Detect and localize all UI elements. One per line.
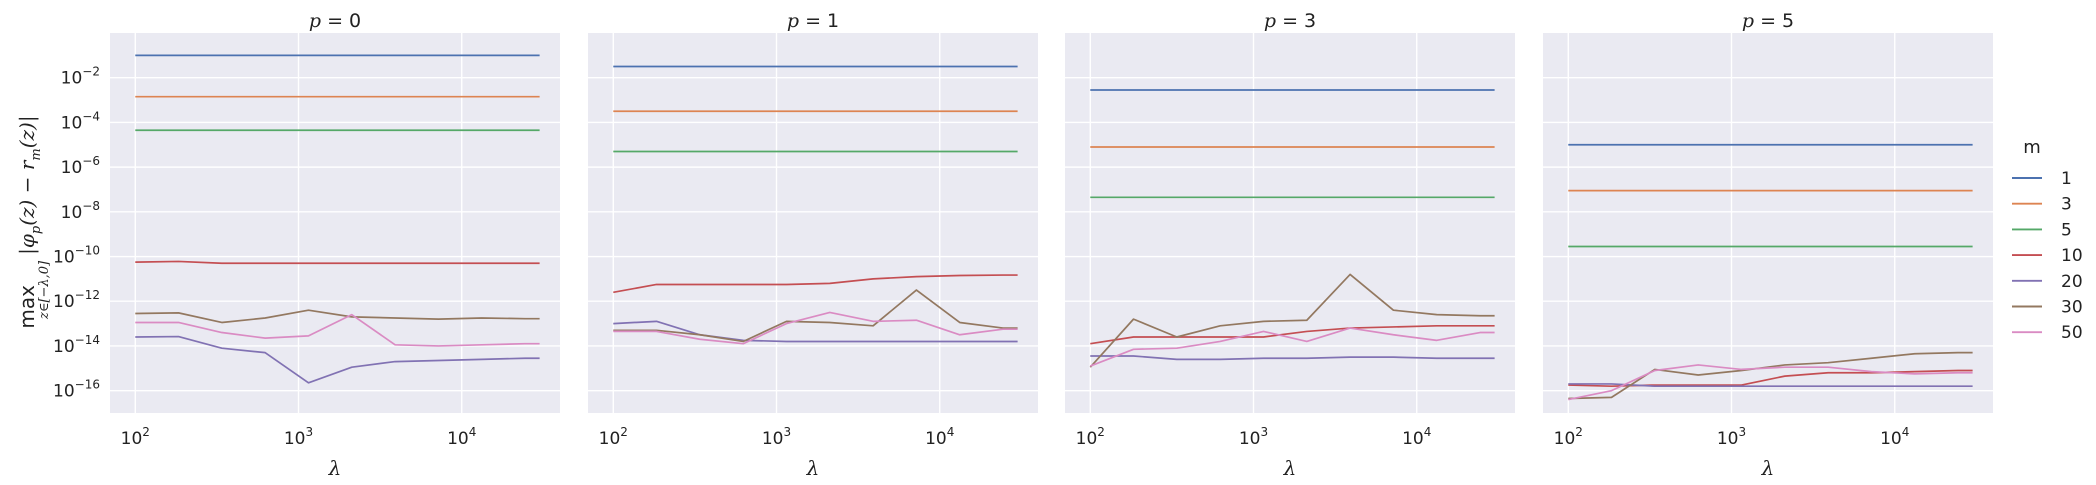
x-tick-label: 103 [284,425,313,449]
legend-entry-m3: 3 [2012,195,2072,215]
x-tick-label: 102 [1554,425,1583,449]
legend-entry-m20: 20 [2012,272,2083,292]
x-tick-label: 104 [1402,425,1431,449]
x-tick-label: 104 [447,425,476,449]
y-tick-label: 10−16 [53,378,100,402]
panel-title: p = 1 [787,10,839,32]
x-axis-label: λ [1283,456,1297,480]
panel-title: p = 3 [1264,10,1316,32]
y-tick-label: 10−10 [53,244,100,268]
series-line-m30 [613,289,1018,343]
series-line-m20 [1568,383,1973,388]
x-axis-label: λ [806,456,820,480]
legend-entry-m5: 5 [2012,220,2072,240]
y-axis-label: maxz∈[−λ,0]|φp(z) − rm(z)| [15,115,52,328]
legend-entry-m1: 1 [2012,169,2072,189]
y-tick-label: 10−4 [61,109,100,133]
series-line-m50 [613,311,1018,345]
legend-label: 50 [2061,323,2083,343]
x-axis-label: λ [328,456,342,480]
y-tick-label: 10−12 [53,288,100,312]
legend-title: m [2023,137,2041,158]
y-tick-label: 10−2 [61,65,100,89]
series-line-m20 [613,320,1018,343]
legend-label: 1 [2061,169,2072,189]
x-tick-label: 103 [1239,425,1268,449]
panels: p = 0 102 103 104 λ 10−16 10−14 10−12 10−10 10−8 1… [53,10,1993,480]
legend-entry-m30: 30 [2012,298,2083,318]
series-line-m30 [1089,273,1495,368]
plot-background [1543,33,1993,413]
x-axis-label: λ [1761,456,1775,480]
panel-p3: p = 5 102 103 104 λ [1543,10,1993,480]
legend: m1 3 5 10 20 30 50 [2012,137,2083,343]
series-line-m10 [1090,324,1495,345]
x-tick-label: 102 [599,425,628,449]
panel-p1: p = 1 102 103 104 λ [588,10,1038,480]
plot-background [588,33,1038,413]
y-tick-label: 10−14 [53,333,100,357]
series-line-m50 [1089,327,1495,367]
y-tick-label: 10−6 [61,154,100,178]
x-tick-label: 102 [121,425,150,449]
series-line-m10 [135,260,540,265]
legend-label: 5 [2061,220,2072,240]
legend-label: 10 [2061,246,2083,266]
x-tick-label: 103 [1717,425,1746,449]
panel-p2: p = 3 102 103 104 λ [1065,10,1515,480]
plot-background [110,33,560,413]
panel-title: p = 5 [1742,10,1794,32]
legend-label: 30 [2061,298,2083,318]
series-line-m30 [135,309,540,324]
legend-label: 20 [2061,272,2083,292]
x-tick-label: 104 [1880,425,1909,449]
legend-entry-m50: 50 [2012,323,2083,343]
y-axis-label-text: maxz∈[−λ,0]|φp(z) − rm(z)| [15,115,52,328]
legend-entry-m10: 10 [2012,246,2083,266]
series-line-m10 [613,274,1018,294]
x-tick-label: 103 [762,425,791,449]
y-tick-label: 10−8 [61,199,100,223]
series-line-m50 [135,313,540,347]
series-line-m30 [1568,351,1973,400]
series-line-m20 [135,335,540,384]
x-tick-label: 104 [925,425,954,449]
legend-label: 3 [2061,195,2072,215]
panel-p0: p = 0 102 103 104 λ 10−16 10−14 10−12 10−10 10−8 1… [53,10,560,480]
series-line-m50 [1568,364,1973,401]
panel-title: p = 0 [309,10,361,32]
series-line-m20 [1090,355,1495,361]
x-tick-label: 102 [1076,425,1105,449]
